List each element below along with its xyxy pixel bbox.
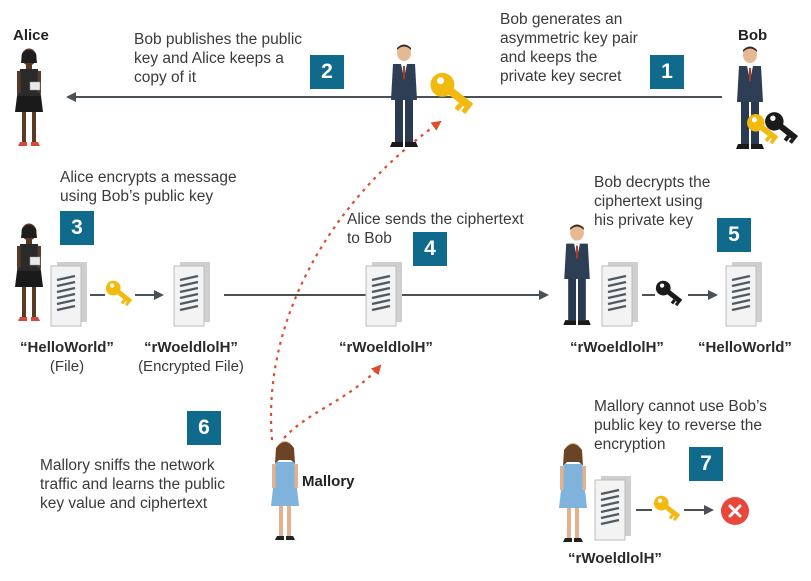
step-2-badge: 2 <box>310 55 344 89</box>
error-x-icon <box>721 497 749 525</box>
bob-plaintext-document-icon <box>725 262 762 327</box>
step-7-badge: 7 <box>689 447 723 481</box>
step-4-badge: 4 <box>413 232 447 266</box>
encrypted-document-icon <box>173 262 210 327</box>
bob-ciphertext-label: “rWoeldlolH” <box>570 339 664 356</box>
alice-figure-icon <box>15 48 43 146</box>
step-4-text: Alice sends the ciphertext to Bob <box>347 211 524 247</box>
encrypted-file-sublabel: (Encrypted File) <box>138 358 244 375</box>
in-transit-document-icon <box>365 262 402 327</box>
mallory-attempting-figure-icon <box>559 443 587 542</box>
mallory-ciphertext-document-icon <box>594 476 631 541</box>
plain-file-label: “HelloWorld” <box>20 339 114 356</box>
mallory-public-key-icon <box>653 495 681 522</box>
encrypted-file-label: “rWoeldlolH” <box>144 339 238 356</box>
step-6-text: Mallory sniffs the network traffic and l… <box>40 457 225 512</box>
step-2-text: Bob publishes the public key and Alice k… <box>134 31 303 86</box>
mallory-ciphertext-label: “rWoeldlolH” <box>568 550 662 567</box>
step-6-badge: 6 <box>187 411 221 445</box>
bob-public-key-icon <box>747 114 779 145</box>
step-1-text: Bob generates an asymmetric key pair and… <box>500 11 638 85</box>
step-7-text: Mallory cannot use Bob’s public key to r… <box>594 398 767 453</box>
step-1-badge: 1 <box>650 55 684 89</box>
plaintext-document-icon <box>50 262 87 327</box>
decrypt-private-key-icon <box>655 280 683 307</box>
public-key-icon <box>430 72 474 115</box>
step-3-badge: 3 <box>60 211 94 245</box>
sniff-key-dashed-arrow <box>269 120 442 441</box>
mallory-name-label: Mallory <box>302 473 355 490</box>
bob-plaintext-label: “HelloWorld” <box>698 339 792 356</box>
bob-ciphertext-document-icon <box>601 262 638 327</box>
step-5-text: Bob decrypts the ciphertext using his pr… <box>594 174 711 229</box>
plain-file-sublabel: (File) <box>49 358 85 375</box>
bob-private-key-icon <box>765 112 799 144</box>
in-transit-label: “rWoeldlolH” <box>339 339 433 356</box>
encrypt-public-key-icon <box>105 280 133 307</box>
bob-publishing-figure-icon <box>390 44 418 147</box>
alice-encrypting-figure-icon <box>15 223 43 321</box>
bob-decrypting-figure-icon <box>563 224 591 326</box>
sniff-ciphertext-dashed-arrow <box>283 364 382 439</box>
alice-name-label: Alice <box>13 27 49 44</box>
mallory-figure-icon <box>271 441 299 540</box>
step-3-text: Alice encrypts a message using Bob’s pub… <box>60 169 237 205</box>
step-5-badge: 5 <box>717 218 751 252</box>
bob-name-label: Bob <box>738 27 768 44</box>
